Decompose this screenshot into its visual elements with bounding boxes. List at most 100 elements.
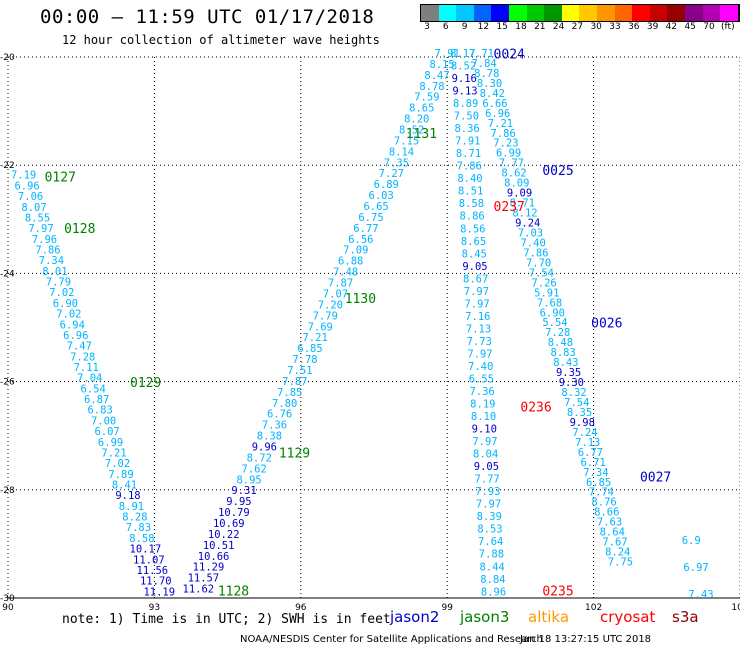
- wave-height-value: 8.19: [470, 399, 495, 411]
- wave-height-value: 6.99: [98, 437, 123, 449]
- wave-height-value: 8.48: [548, 337, 573, 349]
- wave-height-value: 7.11: [74, 362, 99, 374]
- legend-swatch: [720, 5, 738, 21]
- y-tick-label: -22: [0, 161, 15, 171]
- credit-line: NOAA/NESDIS Center for Satellite Applica…: [240, 634, 543, 645]
- wave-height-value: 7.54: [529, 267, 554, 279]
- legend-label: 12: [477, 22, 490, 32]
- wave-height-value: 9.30: [559, 377, 584, 389]
- wave-height-value: 6.85: [297, 343, 322, 355]
- legend-label: 15: [496, 22, 508, 32]
- wave-height-value: 7.97: [28, 223, 53, 235]
- wave-height-value: 7.34: [583, 467, 608, 479]
- wave-height-value: 7.78: [292, 354, 317, 366]
- legend-swatch: [421, 5, 439, 21]
- wave-height-value: 5.54: [542, 317, 567, 329]
- x-tick-label: 105: [731, 603, 740, 610]
- wave-height-value: 7.47: [67, 341, 92, 353]
- wave-height-value: 6.54: [81, 383, 106, 395]
- legend-swatch: [596, 5, 615, 21]
- wave-height-value: 8.12: [512, 208, 537, 220]
- wave-height-value: 8.01: [42, 266, 67, 278]
- x-tick-label: 102: [585, 603, 602, 610]
- wave-height-value: 7.27: [379, 168, 404, 180]
- wave-height-value: 7.13: [466, 323, 491, 335]
- wave-height-value: 7.67: [602, 537, 627, 549]
- wave-height-value: 7.87: [282, 376, 307, 388]
- wave-height-value: 11.56: [137, 565, 169, 577]
- pass-label: 0237: [494, 200, 525, 215]
- wave-height-value: 6.9: [682, 535, 701, 547]
- page-title: 00:00 – 11:59 UTC 01/17/2018: [40, 6, 375, 28]
- wave-height-value: 9.16: [452, 73, 477, 85]
- mission-cryosat: cryosat: [600, 608, 656, 626]
- wave-height-value: 8.55: [25, 212, 50, 224]
- wave-height-value: 8.86: [459, 211, 484, 223]
- wave-height-value: 7.97: [476, 499, 501, 511]
- wave-height-value: 11.70: [140, 576, 172, 588]
- y-tick-label: -26: [0, 378, 15, 388]
- wave-height-value: 8.35: [567, 407, 592, 419]
- wave-height-value: 10.17: [130, 544, 162, 556]
- wave-height-value: 8.36: [454, 123, 479, 135]
- wave-height-value: 7.59: [414, 92, 439, 104]
- wave-height-value: 8.52: [451, 61, 476, 73]
- wave-height-value: 8.14: [389, 146, 414, 158]
- legend-swatch: [473, 5, 492, 21]
- wave-height-value: 6.88: [338, 256, 363, 268]
- wave-height-value: 7.21: [302, 332, 327, 344]
- wave-height-value: 6.77: [353, 223, 378, 235]
- wave-height-value: 7.02: [105, 458, 130, 470]
- wave-height-value: 7.77: [474, 474, 499, 486]
- pass-label: 0024: [494, 48, 525, 63]
- footer-note: note: 1) Time is in UTC; 2) SWH is in fe…: [62, 612, 391, 627]
- wave-height-value: 7.88: [479, 549, 504, 561]
- wave-height-value: 7.71: [469, 48, 494, 60]
- wave-height-value: 7.48: [333, 267, 358, 279]
- wave-height-value: 9.35: [556, 367, 581, 379]
- wave-height-value: 5.91: [534, 287, 559, 299]
- legend-swatch: [508, 5, 527, 21]
- legend-swatch: [667, 5, 685, 21]
- legend-label: 42: [665, 22, 678, 32]
- legend-swatch: [702, 5, 721, 21]
- wave-height-value: 6.96: [63, 330, 88, 342]
- wave-height-value: 11.29: [193, 562, 225, 574]
- wave-height-value: 6.96: [485, 108, 510, 120]
- wave-height-value: 8.28: [122, 512, 147, 524]
- wave-height-value: 10.66: [198, 551, 230, 563]
- wave-height-value: 7.19: [11, 170, 36, 182]
- wave-height-value: 6.76: [267, 409, 292, 421]
- wave-height-value: 7.63: [597, 517, 622, 529]
- wave-height-value: 8.51: [458, 186, 483, 198]
- wave-height-value: 7.79: [313, 310, 338, 322]
- wave-height-value: 7.86: [35, 244, 60, 256]
- wave-height-value: 7.54: [564, 397, 589, 409]
- wave-height-value: 8.65: [409, 103, 434, 115]
- y-tick-label: -28: [0, 486, 15, 496]
- wave-height-value: 9.05: [474, 461, 499, 473]
- wave-height-value: 8.62: [501, 168, 526, 180]
- wave-height-value: 8.04: [473, 449, 498, 461]
- wave-height-value: 7.74: [589, 487, 614, 499]
- wave-height-value: 7.28: [70, 351, 95, 363]
- mission-jason2: jason2: [390, 608, 440, 626]
- page-subtitle: 12 hour collection of altimeter wave hei…: [62, 33, 380, 47]
- wave-height-value: 9.13: [452, 86, 477, 98]
- legend-label: 36: [628, 22, 640, 32]
- wave-height-value: 7.16: [465, 311, 490, 323]
- wave-height-value: 9.98: [570, 417, 595, 429]
- wave-height-value: 8.67: [463, 273, 488, 285]
- wave-height-value: 7.86: [491, 128, 516, 140]
- wave-height-value: 7.97: [464, 286, 489, 298]
- wave-height-value: 8.52: [399, 125, 424, 137]
- wave-height-map: 90939699102105-20-22-24-26-28-307.196.96…: [0, 48, 740, 610]
- wave-height-value: 6.83: [87, 405, 112, 417]
- wave-height-value: 7.87: [328, 278, 353, 290]
- wave-height-value: 9.31: [231, 485, 256, 497]
- legend-label: 39: [646, 22, 659, 32]
- wave-height-value: 6.55: [469, 373, 494, 385]
- wave-height-value: 11.57: [188, 573, 220, 585]
- wave-height-value: 8.64: [600, 527, 625, 539]
- wave-height-value: 7.20: [318, 299, 343, 311]
